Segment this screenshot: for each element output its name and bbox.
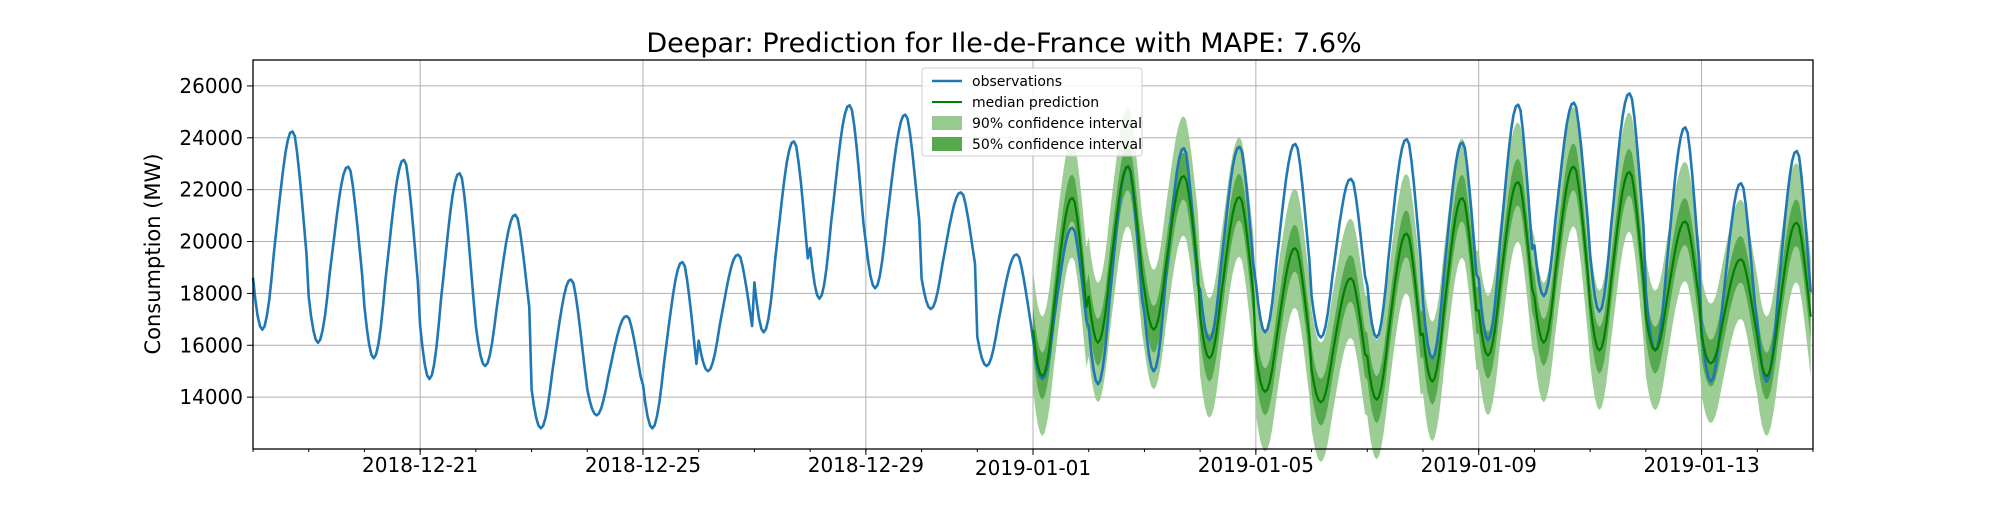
median-prediction-layer [1031, 165, 1812, 404]
legend-label-0: observations [972, 74, 1062, 90]
y-axis-ticks: 14000 16000 18000 20000 22000 24000 26000 [179, 74, 253, 409]
y-tick-label: 22000 [179, 178, 243, 202]
median-prediction-line [1031, 165, 1812, 404]
x-tick-label: 2019-01-09 [1421, 453, 1537, 477]
observations-line [251, 92, 1812, 430]
x-tick-label: 2019-01-13 [1643, 453, 1759, 477]
legend-frame [921, 67, 1143, 157]
y-tick-label: 20000 [179, 230, 243, 254]
legend-label-1: median prediction [972, 95, 1099, 111]
x-tick-label: 2018-12-25 [585, 453, 701, 477]
legend-label-2: 90% confidence interval [972, 116, 1142, 132]
x-tick-label: 2019-01-01 [975, 456, 1091, 480]
legend-items: observations median prediction 90% confide… [932, 74, 1142, 153]
y-axis-label: Consumption (MW) [141, 153, 165, 354]
chart-title: Deepar: Prediction for Ile-de-France wit… [646, 28, 1361, 59]
legend-swatch-2 [932, 116, 962, 130]
y-tick-label: 24000 [179, 126, 243, 150]
y-tick-label: 14000 [179, 385, 243, 409]
observations-layer [251, 92, 1812, 430]
legend-swatch-3 [932, 137, 962, 151]
y-tick-label: 18000 [179, 281, 243, 305]
x-axis-ticks: 2018-12-21 2018-12-25 2018-12-29 2019-01-01… [252, 449, 1814, 480]
legend-label-3: 50% confidence interval [972, 137, 1142, 153]
legend: observations median prediction 90% confide… [921, 67, 1143, 157]
x-tick-label: 2018-12-21 [362, 453, 478, 477]
y-tick-label: 26000 [179, 74, 243, 98]
x-tick-label: 2018-12-29 [808, 453, 924, 477]
x-tick-label: 2019-01-05 [1198, 453, 1314, 477]
y-tick-label: 16000 [179, 333, 243, 357]
